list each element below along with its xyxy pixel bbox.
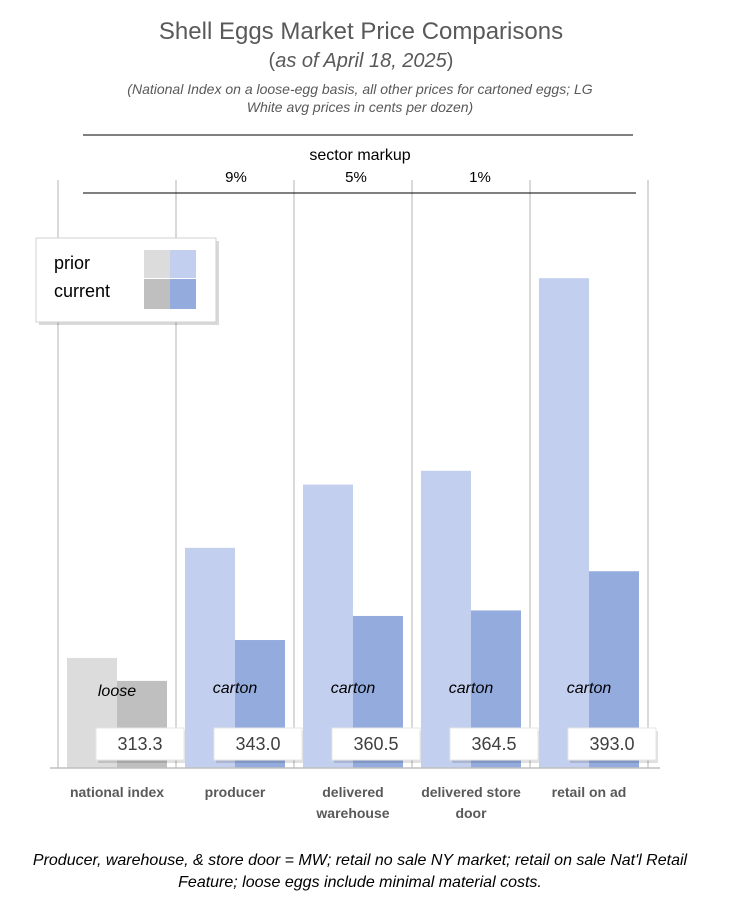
packaging-label: carton bbox=[213, 680, 258, 697]
markup-3: 1% bbox=[469, 169, 491, 186]
subtitle-open-paren: ( bbox=[268, 50, 276, 72]
value-label: 360.5 bbox=[353, 734, 398, 754]
packaging-label: carton bbox=[331, 680, 376, 697]
value-label-box bbox=[449, 727, 539, 761]
legend-swatch-carton-current bbox=[170, 279, 196, 309]
value-label: 313.3 bbox=[117, 734, 162, 754]
bar-prior bbox=[539, 278, 589, 768]
legend-label-current: current bbox=[54, 281, 110, 301]
category-label: warehouse bbox=[315, 805, 389, 821]
legend-swatch-loose-current bbox=[144, 279, 170, 309]
category-label: national index bbox=[70, 784, 164, 800]
packaging-label: carton bbox=[449, 680, 494, 697]
legend-label-prior: prior bbox=[54, 253, 90, 273]
packaging-label: loose bbox=[98, 683, 136, 700]
chart-note: (National Index on a loose-egg basis, al… bbox=[127, 81, 593, 115]
subtitle-close-paren: ) bbox=[446, 50, 454, 72]
value-label-box bbox=[567, 727, 657, 761]
markup-2: 5% bbox=[345, 169, 367, 186]
category-label: door bbox=[455, 805, 487, 821]
sector-markup-label: sector markup bbox=[309, 147, 410, 164]
legend-swatch-loose-prior bbox=[144, 250, 170, 278]
value-label-box bbox=[331, 727, 421, 761]
packaging-label: carton bbox=[567, 680, 612, 697]
bar-prior bbox=[303, 484, 353, 768]
value-label: 343.0 bbox=[235, 734, 280, 754]
category-label: delivered bbox=[322, 784, 383, 800]
markup-1: 9% bbox=[225, 169, 247, 186]
chart-title: Shell Eggs Market Price Comparisons bbox=[158, 18, 564, 45]
chart-subtitle: (as of April 18, 2025) bbox=[0, 50, 722, 73]
value-label: 393.0 bbox=[589, 734, 634, 754]
legend-swatch-carton-prior bbox=[170, 250, 196, 278]
value-label-box bbox=[213, 727, 303, 761]
category-label: producer bbox=[205, 784, 266, 800]
value-label-box bbox=[95, 727, 185, 761]
bar-prior bbox=[421, 470, 471, 768]
category-label: retail on ad bbox=[552, 784, 627, 800]
category-label: delivered store bbox=[421, 784, 521, 800]
value-label: 364.5 bbox=[471, 734, 516, 754]
footnote: Producer, warehouse, & store door = MW; … bbox=[32, 852, 688, 891]
subtitle-date: as of April 18, 2025 bbox=[275, 50, 447, 72]
